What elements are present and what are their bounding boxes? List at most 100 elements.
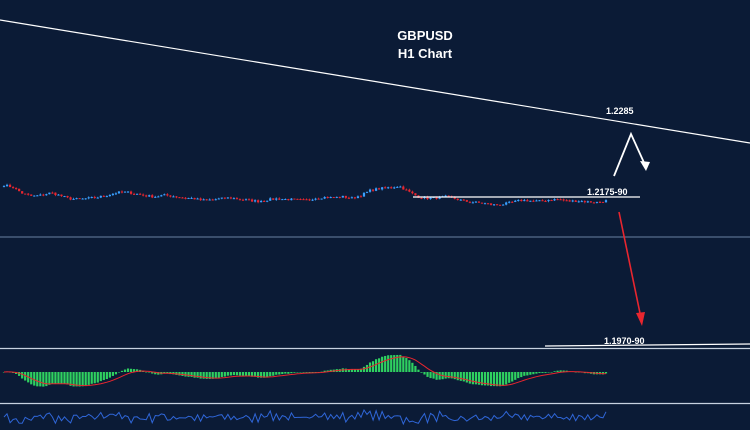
- candle-body: [178, 197, 181, 199]
- candle-body: [474, 201, 478, 203]
- macd-bar: [526, 372, 529, 376]
- candle-body: [541, 200, 544, 202]
- macd-bar: [257, 372, 260, 378]
- macd-bar: [465, 372, 468, 383]
- macd-bar: [296, 372, 299, 373]
- macd-bar: [556, 370, 559, 372]
- candle-body: [145, 195, 148, 197]
- macd-bar: [423, 372, 426, 375]
- candle-body: [196, 198, 199, 200]
- macd-bar: [278, 372, 281, 375]
- candle-body: [205, 199, 208, 201]
- macd-bar: [190, 372, 193, 377]
- macd-bar: [405, 357, 408, 372]
- candle-body: [526, 200, 529, 202]
- candle-body: [359, 196, 363, 198]
- candle-body: [66, 196, 69, 198]
- macd-bar: [471, 372, 474, 385]
- candle-body: [574, 200, 577, 202]
- candle-body: [565, 200, 568, 202]
- macd-bar: [362, 366, 366, 372]
- candle-body: [323, 196, 326, 199]
- macd-bar: [305, 372, 308, 373]
- candle-body: [154, 196, 157, 198]
- candle-body: [486, 203, 490, 205]
- candle-body: [232, 198, 236, 200]
- candle-body: [499, 204, 502, 206]
- candle-body: [136, 193, 139, 195]
- macd-bar: [547, 372, 550, 373]
- macd-bar: [486, 372, 490, 386]
- macd-bar: [87, 372, 90, 385]
- rsi-line: [3, 408, 607, 426]
- candle-body: [287, 198, 290, 201]
- candle-body: [69, 197, 72, 200]
- candle-body: [2, 186, 6, 188]
- macd-bar: [447, 372, 450, 379]
- candle-body: [272, 198, 275, 200]
- macd-bar: [414, 365, 417, 372]
- candle-body: [568, 200, 571, 202]
- macd-bar: [24, 372, 27, 381]
- candle-body: [187, 197, 190, 199]
- candle-body: [24, 193, 27, 195]
- macd-bar: [21, 372, 24, 379]
- candle-body: [223, 197, 226, 199]
- candle-body: [60, 194, 63, 197]
- macd-bar: [2, 372, 6, 373]
- rsi-panel: [3, 408, 607, 426]
- candle-body: [335, 196, 338, 198]
- candle-body: [396, 186, 399, 188]
- macd-bar: [604, 372, 608, 374]
- candle-body: [27, 193, 30, 195]
- candle-body: [42, 194, 45, 196]
- macd-bar: [284, 372, 287, 374]
- macd-bar: [108, 372, 111, 378]
- macd-bar: [111, 372, 115, 376]
- macd-bar: [402, 356, 405, 372]
- candle-body: [132, 193, 136, 195]
- macd-bar: [66, 372, 69, 385]
- candle-body: [33, 195, 36, 197]
- candle-body: [244, 199, 248, 201]
- candle-body: [250, 199, 254, 202]
- candle-body: [550, 200, 553, 202]
- candle-body: [577, 201, 580, 203]
- macd-bar: [126, 368, 130, 372]
- macd-bar: [381, 356, 384, 372]
- macd-bar: [123, 369, 127, 372]
- candle-body: [523, 200, 526, 202]
- macd-bar: [78, 372, 81, 387]
- macd-bar: [241, 372, 245, 376]
- red-arrowhead-icon: [636, 312, 645, 326]
- candle-body: [492, 204, 496, 206]
- candle-body: [586, 201, 589, 203]
- candle-body: [278, 198, 281, 200]
- candle-body: [514, 200, 517, 202]
- candle-body: [11, 187, 15, 189]
- candle-body: [226, 197, 229, 199]
- level-label-resistance: 1.2175-90: [587, 187, 628, 197]
- macd-bar: [290, 372, 293, 374]
- candle-body: [414, 193, 417, 196]
- macd-bar: [90, 372, 93, 384]
- macd-bar: [408, 360, 411, 372]
- candle-body: [598, 201, 602, 203]
- white-arrow-icon: [613, 131, 647, 177]
- candle-body: [241, 199, 245, 201]
- macd-bar: [57, 372, 60, 384]
- candle-body: [580, 201, 583, 203]
- candle-body: [263, 200, 266, 202]
- candle-body: [341, 195, 344, 198]
- macd-bar: [202, 372, 205, 379]
- macd-bar: [532, 372, 535, 375]
- candle-body: [311, 199, 314, 201]
- macd-bar: [499, 372, 502, 387]
- candle-body: [102, 195, 105, 197]
- candle-body: [72, 198, 75, 200]
- macd-bar: [544, 372, 547, 373]
- macd-bar: [438, 372, 441, 380]
- macd-panel: [2, 354, 608, 387]
- level-label-support: 1.1970-90: [604, 336, 645, 346]
